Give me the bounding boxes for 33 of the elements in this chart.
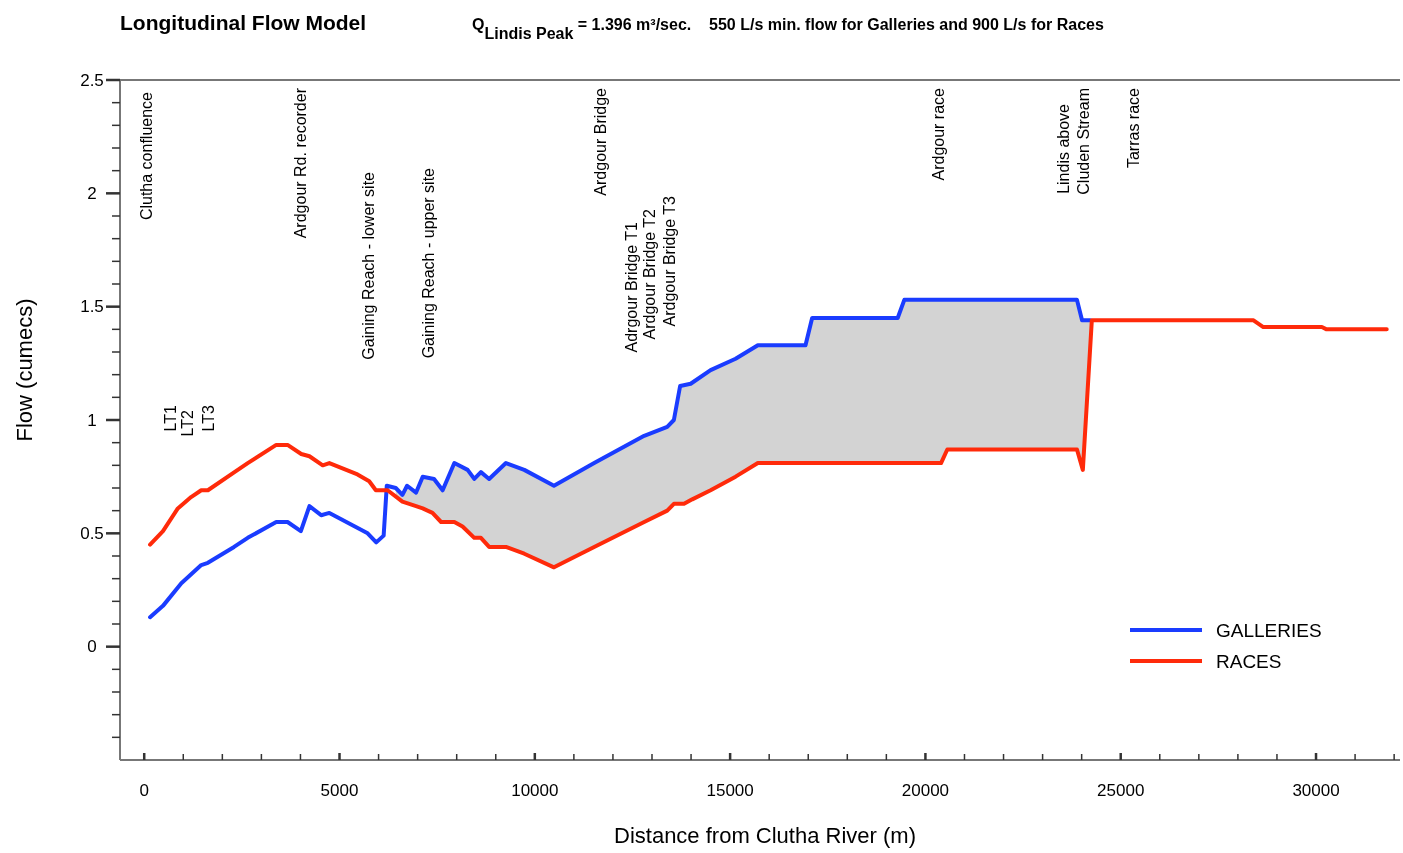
x-tick-label: 15000 — [706, 781, 754, 800]
y-tick-label: 1.5 — [80, 297, 104, 317]
chart-title: Longitudinal Flow Model — [120, 11, 367, 34]
x-tick-label: 30000 — [1292, 781, 1340, 800]
x-tick-label: 20000 — [901, 781, 950, 800]
y-axis-title: Flow (cumecs) — [12, 298, 37, 442]
annotation: Ardgour Rd. recorder — [292, 87, 309, 239]
annotation: Gaining Reach - lower site — [360, 171, 377, 360]
y-tick-label: 2 — [87, 183, 97, 203]
x-axis-title: Distance from Clutha River (m) — [614, 823, 916, 848]
legend-label: RACES — [1216, 650, 1282, 672]
annotation: LT1 — [162, 404, 179, 432]
x-tick-label: 25000 — [1097, 781, 1145, 800]
annotation: LT2 — [179, 409, 196, 437]
x-tick-label: 5000 — [320, 781, 359, 800]
annotation: Clutha confluence — [138, 91, 155, 221]
annotation: Ardgour Bridge — [592, 87, 609, 196]
y-tick-label: 2.5 — [80, 70, 104, 90]
y-tick-label: 0.5 — [80, 523, 104, 543]
annotation: Ardgour Bridge T3 — [661, 195, 678, 327]
annotation: Tarras race — [1125, 87, 1142, 169]
annotation: Lindis above — [1055, 103, 1072, 194]
annotation: Adrgour Bridge T1 — [623, 221, 640, 353]
annotation: Ardgour race — [930, 87, 947, 181]
y-tick-label: 0 — [87, 637, 97, 657]
annotation: Gaining Reach - upper site — [420, 167, 437, 359]
y-tick-label: 1 — [87, 410, 97, 430]
legend-label: GALLERIES — [1216, 619, 1322, 641]
x-tick-label: 0 — [139, 781, 149, 800]
annotation: Ardgour Bridge T2 — [641, 208, 658, 340]
annotation: LT3 — [200, 404, 217, 432]
x-tick-label: 10000 — [511, 781, 559, 800]
annotation: Cluden Stream — [1075, 88, 1092, 195]
